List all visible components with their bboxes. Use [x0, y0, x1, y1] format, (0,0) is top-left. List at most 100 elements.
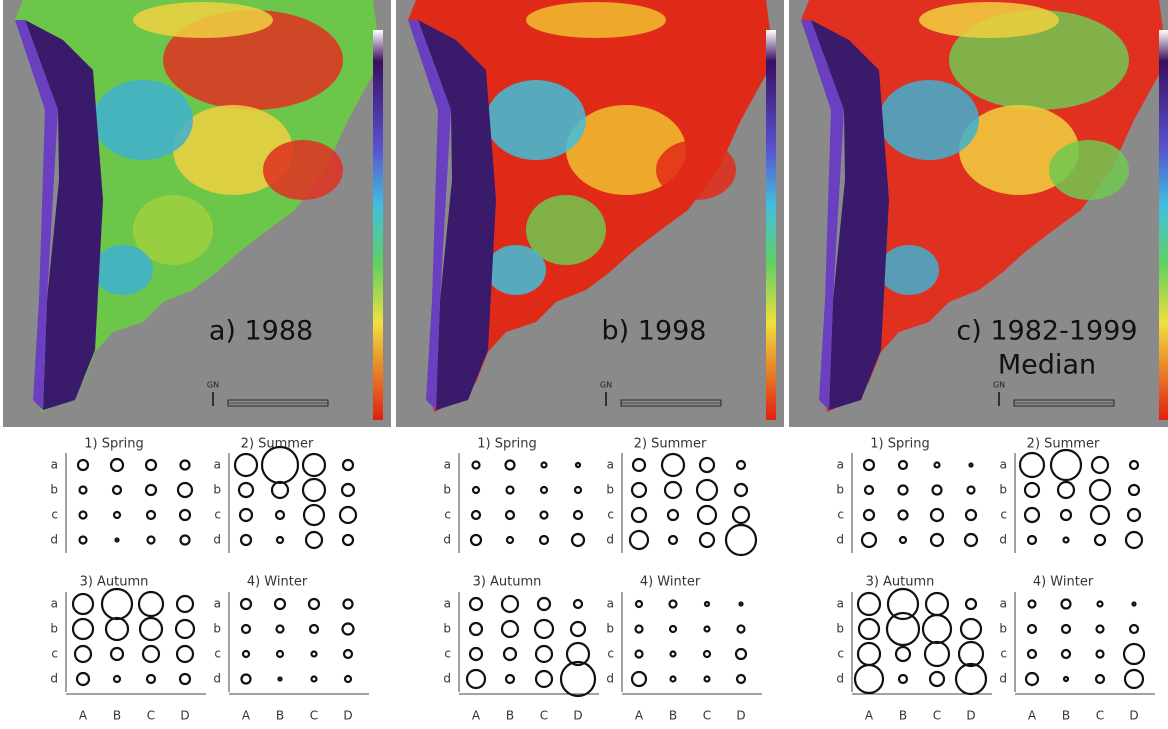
grid-title: 2) Summer	[634, 437, 707, 452]
col-label: B	[899, 709, 907, 723]
map-label: b) 1998	[602, 316, 707, 347]
bubble	[1094, 673, 1106, 685]
vegetation-patch	[879, 245, 939, 295]
bubble	[1090, 455, 1110, 475]
bubble	[703, 675, 711, 683]
vegetation-patch	[526, 2, 666, 38]
bubble	[1062, 675, 1070, 683]
bubble	[897, 459, 909, 471]
bubble	[1026, 534, 1038, 546]
bubble	[954, 662, 988, 696]
col-label: A	[1028, 709, 1037, 723]
row-label: a	[1000, 597, 1007, 611]
row-label: a	[214, 597, 221, 611]
bubble	[175, 644, 195, 664]
bubble	[471, 460, 481, 470]
colorbar	[1159, 30, 1168, 420]
bubble	[667, 534, 679, 546]
bubble	[533, 618, 555, 640]
bubble	[702, 649, 712, 659]
bubble	[897, 673, 909, 685]
bubble	[114, 537, 120, 543]
bubble	[630, 670, 648, 688]
grid-title: 3) Autumn	[80, 575, 149, 590]
bubble	[471, 485, 481, 495]
row-label: c	[1000, 508, 1007, 522]
bubble	[957, 640, 985, 668]
bubble	[78, 535, 88, 545]
bubble	[1026, 648, 1038, 660]
bubble	[343, 674, 353, 684]
bubble	[885, 611, 921, 647]
bubble	[78, 510, 88, 520]
bubble	[274, 509, 286, 521]
col-label: A	[865, 709, 874, 723]
row-label: c	[607, 508, 614, 522]
bubble	[931, 484, 943, 496]
bubble	[1024, 671, 1040, 687]
bubble	[857, 617, 881, 641]
bubble	[1049, 448, 1083, 482]
bubble	[724, 523, 758, 557]
row-label: b	[213, 483, 221, 497]
row-label: c	[444, 647, 451, 661]
row-label: a	[214, 458, 221, 472]
bubble	[734, 647, 748, 661]
bubble	[928, 670, 946, 688]
bubble	[666, 508, 680, 522]
row-label: b	[606, 622, 614, 636]
row-label: b	[999, 622, 1007, 636]
bubble	[505, 535, 515, 545]
bubble	[964, 597, 978, 611]
bubble	[1027, 599, 1037, 609]
bubble	[275, 624, 285, 634]
bubble	[1060, 598, 1072, 610]
row-label: d	[836, 533, 844, 547]
bubble	[308, 623, 320, 635]
grid-title: 4) Winter	[640, 575, 701, 590]
bubble	[76, 458, 90, 472]
grid-title: 2) Summer	[241, 437, 314, 452]
row-label: a	[607, 458, 614, 472]
bubble	[137, 590, 165, 618]
bubble	[302, 503, 326, 527]
row-label: a	[444, 458, 451, 472]
bubble	[175, 594, 195, 614]
bubble	[1128, 459, 1140, 471]
bubble	[703, 600, 711, 608]
col-label: C	[147, 709, 155, 723]
bubble	[310, 650, 318, 658]
bubble	[570, 532, 586, 548]
row-label: b	[50, 622, 58, 636]
bubble	[1127, 483, 1141, 497]
bubble	[304, 530, 324, 550]
row-label: b	[606, 483, 614, 497]
vegetation-patch	[133, 2, 273, 38]
bubble	[929, 507, 945, 523]
map-marker: GN	[207, 381, 219, 390]
bubble	[145, 509, 157, 521]
vegetation-patch	[486, 80, 586, 160]
bubble	[540, 461, 548, 469]
col-label: D	[180, 709, 189, 723]
bubble	[1131, 601, 1137, 607]
bubble	[736, 624, 746, 634]
bubble	[863, 484, 875, 496]
coast-strip	[801, 20, 844, 410]
col-label: D	[736, 709, 745, 723]
bubble	[307, 597, 321, 611]
bubble	[144, 483, 158, 497]
bubble	[628, 529, 650, 551]
bubble	[574, 461, 582, 469]
bubble	[559, 660, 597, 698]
bubble	[856, 591, 882, 617]
bubble	[75, 671, 91, 687]
andes	[25, 20, 103, 410]
bubble	[1126, 507, 1142, 523]
